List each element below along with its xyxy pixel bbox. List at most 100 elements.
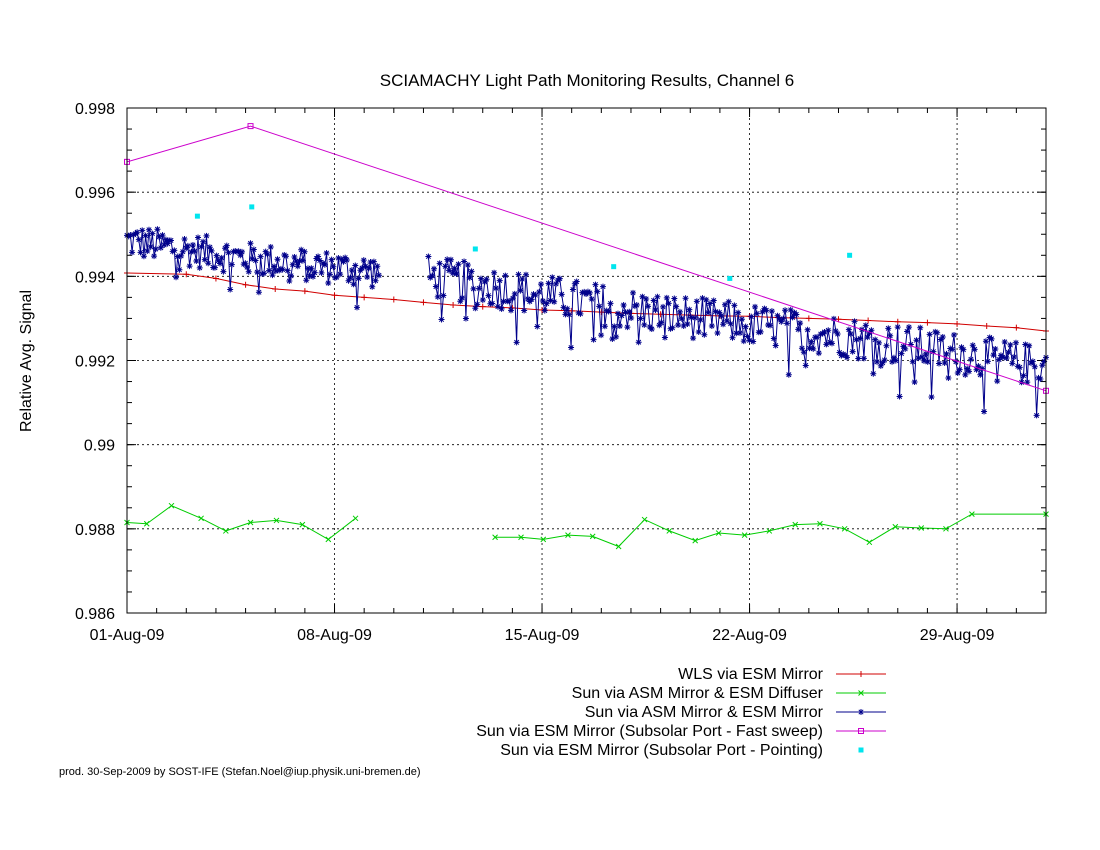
data-point	[532, 292, 539, 299]
data-point	[1024, 379, 1031, 386]
data-point	[186, 263, 193, 270]
data-point	[279, 266, 286, 273]
data-point	[808, 338, 815, 345]
series-line	[126, 505, 356, 541]
data-point	[169, 248, 176, 255]
data-point	[347, 274, 354, 281]
series-line	[126, 272, 1047, 332]
data-point	[920, 357, 927, 364]
data-point	[355, 275, 362, 282]
data-point	[538, 281, 545, 288]
data-point	[691, 314, 698, 321]
data-point	[247, 123, 254, 130]
data-point	[521, 307, 528, 314]
data-point	[945, 374, 952, 381]
data-point	[337, 271, 344, 278]
data-point	[156, 233, 163, 240]
data-point	[311, 269, 318, 276]
data-point	[269, 272, 276, 279]
data-point	[969, 342, 976, 349]
data-point	[340, 258, 347, 265]
data-point	[753, 310, 760, 317]
data-point	[230, 248, 237, 255]
data-point	[894, 324, 901, 331]
data-point	[676, 308, 683, 315]
data-point	[494, 303, 501, 310]
data-point	[932, 328, 939, 335]
data-point	[996, 356, 1003, 363]
legend-label: Sun via ASM Mirror & ESM Diffuser	[572, 685, 824, 702]
data-point	[540, 536, 547, 543]
data-point	[601, 323, 608, 330]
data-point	[975, 363, 982, 370]
data-point	[372, 277, 379, 284]
data-point	[827, 339, 834, 346]
data-point	[637, 315, 644, 322]
data-point	[705, 309, 712, 316]
data-point	[1011, 354, 1018, 361]
data-point	[1022, 341, 1029, 348]
data-point	[432, 283, 439, 290]
data-point	[556, 275, 563, 282]
legend-label: Sun via ESM Mirror (Subsolar Port - Fast…	[476, 723, 823, 740]
data-point	[813, 334, 820, 341]
data-point	[249, 255, 256, 262]
data-point	[145, 226, 152, 233]
data-point	[851, 318, 858, 325]
data-point	[518, 534, 524, 541]
data-point	[242, 281, 249, 288]
data-point	[232, 248, 239, 255]
data-point	[879, 359, 886, 366]
data-point	[536, 288, 543, 295]
data-point	[558, 291, 565, 298]
y-tick-label: 0.992	[75, 354, 115, 371]
data-point	[291, 253, 298, 260]
data-point	[168, 502, 175, 509]
data-point	[352, 515, 359, 522]
data-point	[360, 257, 367, 264]
series-1	[124, 502, 1049, 550]
data-point	[299, 257, 306, 264]
data-point	[666, 528, 673, 534]
data-point	[517, 287, 524, 294]
production-credit: prod. 30-Sep-2009 by SOST-IFE (Stefan.No…	[59, 766, 421, 778]
data-point	[746, 337, 753, 344]
data-point	[983, 322, 990, 329]
legend-swatch-marker	[858, 747, 864, 753]
data-point	[1003, 355, 1010, 362]
data-point	[741, 532, 748, 538]
data-point	[825, 327, 832, 334]
data-point	[905, 324, 912, 331]
data-point	[541, 307, 548, 314]
data-point	[481, 278, 488, 285]
data-point	[479, 296, 486, 303]
data-point	[479, 303, 486, 310]
data-point	[731, 302, 738, 309]
data-point	[725, 298, 732, 305]
data-point	[896, 393, 903, 400]
data-point	[157, 244, 164, 251]
data-point	[444, 256, 451, 263]
data-point	[569, 286, 576, 293]
data-point	[964, 365, 971, 372]
data-point	[675, 321, 682, 328]
data-point	[267, 243, 274, 250]
data-point	[881, 357, 888, 364]
data-point	[797, 320, 804, 327]
data-point	[618, 312, 625, 319]
data-point	[560, 304, 567, 311]
data-point	[596, 303, 603, 310]
data-point	[474, 301, 481, 308]
data-point	[913, 337, 920, 344]
data-point	[849, 348, 856, 355]
data-point	[315, 253, 322, 260]
data-point	[937, 336, 944, 343]
data-point	[712, 308, 719, 315]
data-point	[361, 294, 368, 301]
data-point	[671, 295, 678, 302]
data-point	[273, 517, 280, 524]
data-point	[960, 346, 967, 353]
data-point	[282, 253, 289, 260]
data-point	[892, 523, 899, 530]
data-point	[697, 316, 704, 323]
